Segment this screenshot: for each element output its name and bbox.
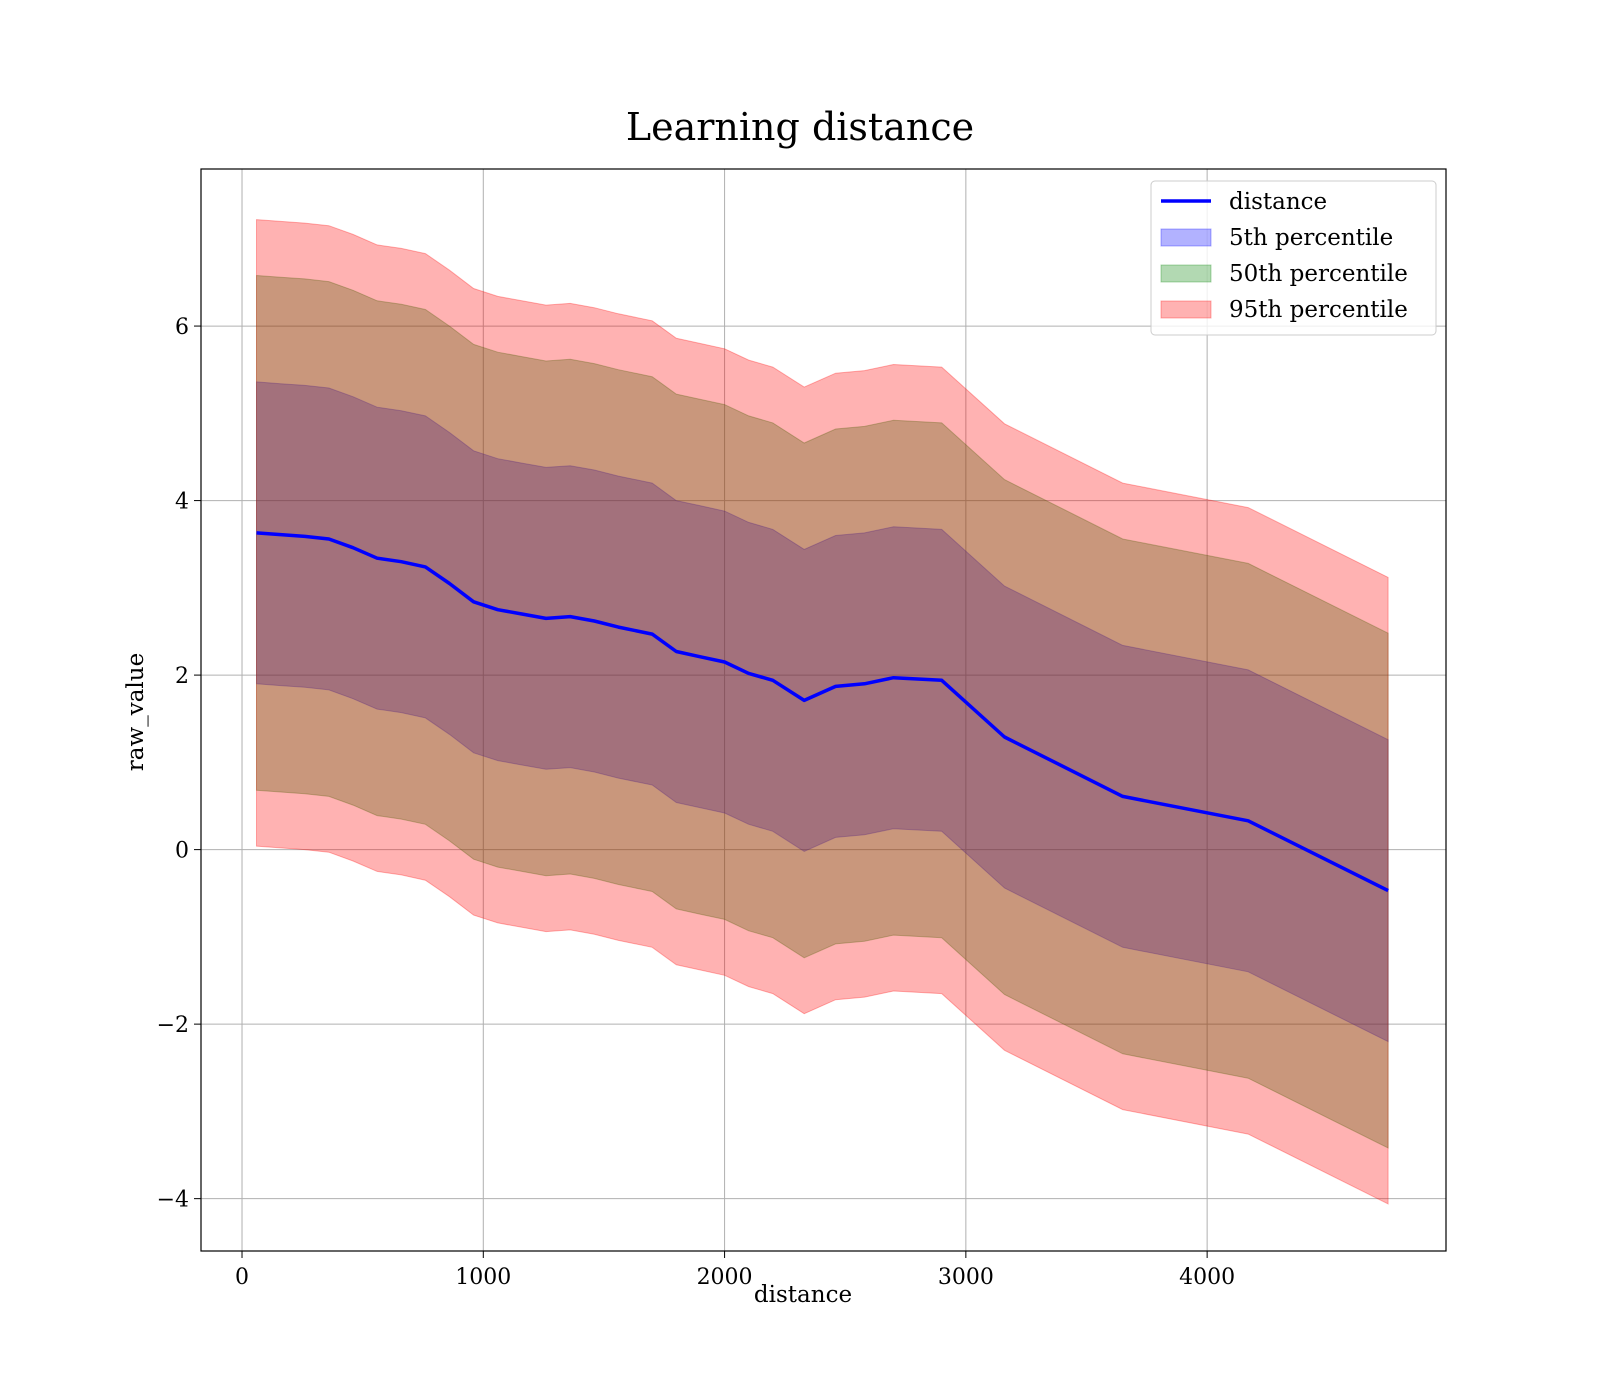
x-tick-label: 3000 <box>938 1265 994 1290</box>
axis-ticks: 0 1000 2000 3000 4000 −4 −2 0 2 4 6 <box>157 315 1236 1290</box>
legend-label-distance: distance <box>1229 189 1327 215</box>
legend-label-50th-percentile: 50th percentile <box>1229 261 1408 287</box>
band-5th-percentile <box>256 381 1389 1043</box>
legend-swatch-95th-percentile <box>1160 300 1212 319</box>
y-tick-label: 4 <box>175 490 189 515</box>
x-tick-label: 2000 <box>697 1265 753 1290</box>
y-tick-label: −4 <box>157 1188 189 1213</box>
legend: distance 5th percentile 50th percentile 95t… <box>1150 180 1437 336</box>
y-tick-label: 0 <box>175 839 189 864</box>
y-axis-label: raw_value <box>123 653 149 771</box>
band-95th-percentile <box>256 219 1389 1205</box>
percentile-bands <box>256 219 1389 1205</box>
series-lines <box>256 531 1389 893</box>
y-tick-label: 6 <box>175 315 189 340</box>
legend-swatch-50th-percentile <box>1160 264 1212 283</box>
line-distance <box>256 531 1389 893</box>
band-50th-percentile <box>256 274 1389 1149</box>
legend-box <box>1150 180 1437 336</box>
x-tick-label: 4000 <box>1179 1265 1235 1290</box>
x-axis-label: distance <box>754 1282 852 1308</box>
y-tick-label: 2 <box>175 664 189 689</box>
y-tick-label: −2 <box>157 1013 189 1038</box>
grid <box>201 169 1446 1251</box>
legend-swatch-5th-percentile <box>1160 228 1212 247</box>
plot-frame <box>200 168 1447 1252</box>
legend-label-95th-percentile: 95th percentile <box>1229 297 1408 323</box>
x-tick-label: 1000 <box>455 1265 511 1290</box>
x-tick-label: 0 <box>235 1265 249 1290</box>
chart-title: Learning distance <box>626 105 974 149</box>
legend-label-5th-percentile: 5th percentile <box>1229 225 1393 251</box>
